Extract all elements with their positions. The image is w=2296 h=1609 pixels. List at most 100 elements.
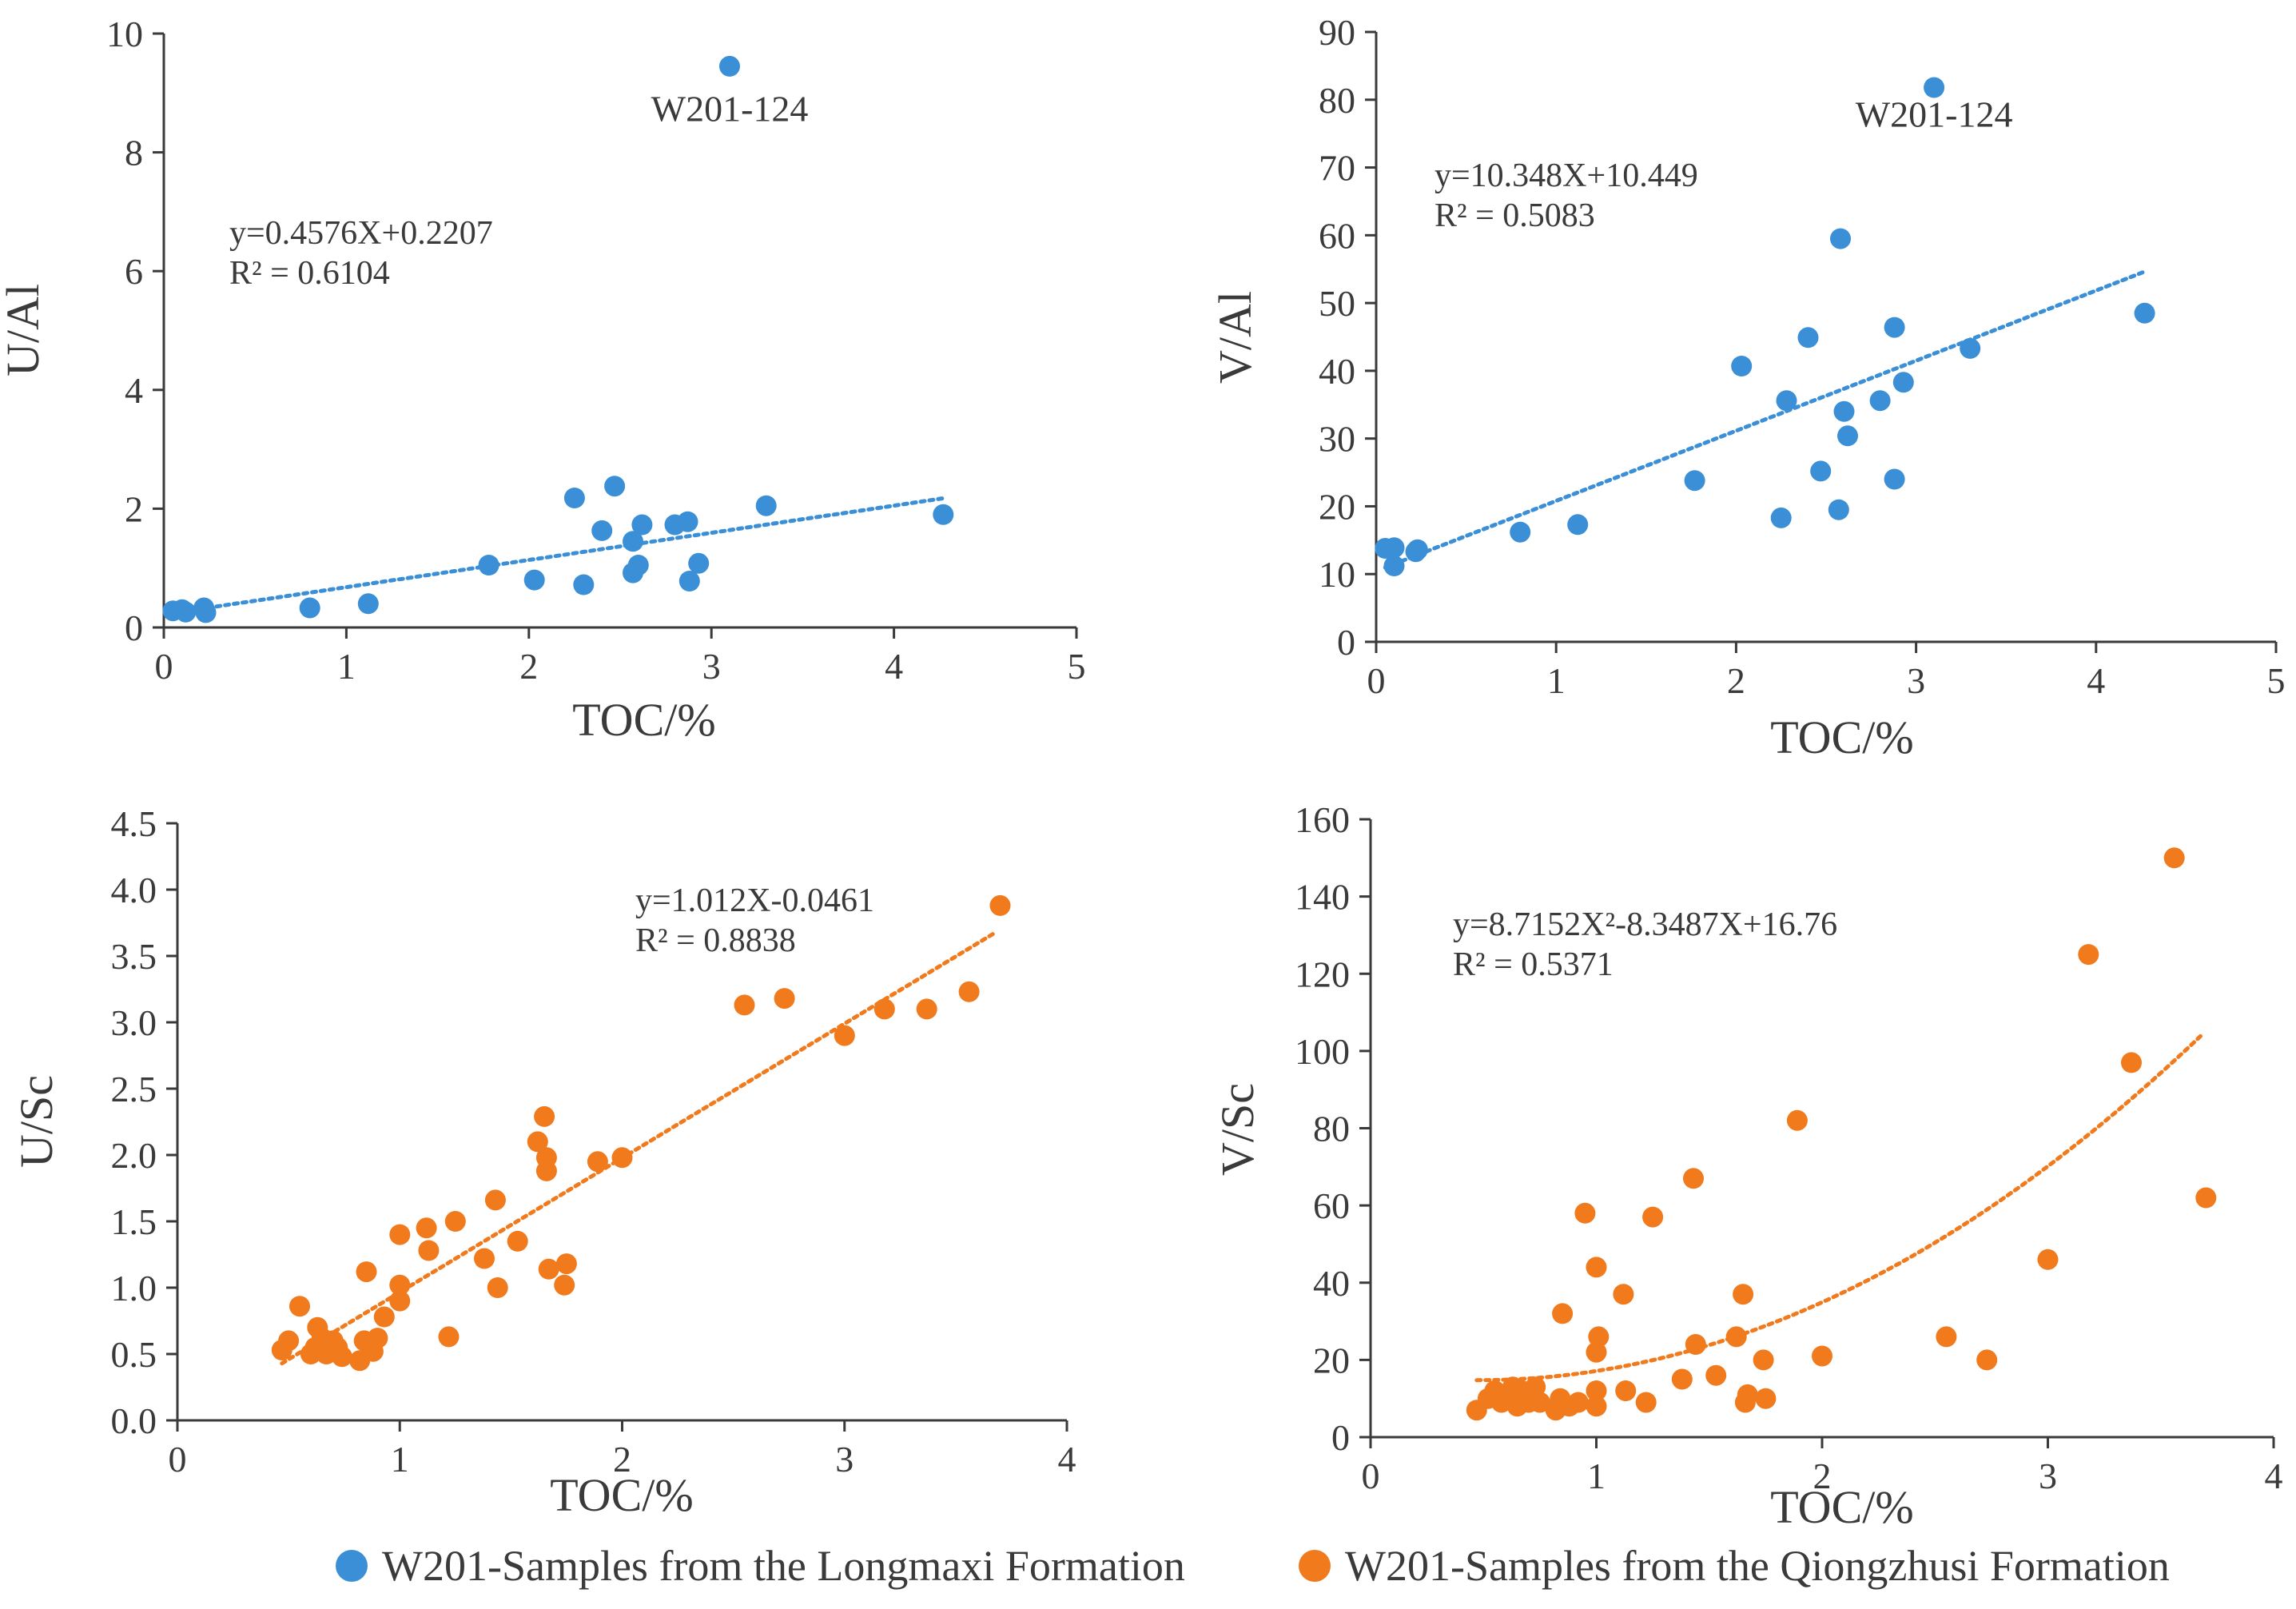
data-point [1642, 1206, 1664, 1228]
data-point [1705, 1364, 1727, 1386]
r-squared-label: R² = 0.5083 [1435, 197, 1595, 234]
legend-item-qiongzhusi: W201-Samples from the Qiongzhusi Formati… [1299, 1541, 2170, 1591]
y-tick-label: 100 [1295, 1031, 1350, 1072]
y-tick-label: 140 [1295, 877, 1350, 918]
x-tick-label: 4 [2265, 1456, 2283, 1496]
data-point [989, 894, 1011, 916]
data-point [1753, 1349, 1774, 1371]
data-point [289, 1296, 310, 1317]
y-tick-label: 0 [1337, 622, 1355, 663]
legend-label-qiongzhusi: W201-Samples from the Qiongzhusi Formati… [1345, 1542, 2170, 1590]
data-point [719, 55, 740, 77]
y-tick-label: 0 [1331, 1417, 1350, 1458]
data-point [1586, 1341, 1607, 1363]
regression-equation: y=1.012X-0.0461 [635, 882, 874, 919]
data-point [1635, 1392, 1657, 1413]
y-tick-label: 3.0 [111, 1002, 157, 1043]
y-tick-label: 80 [1313, 1109, 1350, 1149]
data-point [604, 476, 626, 497]
y-tick-label: 40 [1319, 351, 1355, 392]
data-point [1960, 337, 1981, 359]
data-point [1892, 372, 1914, 393]
x-axis-title: TOC/% [550, 1469, 693, 1521]
data-point [1671, 1368, 1693, 1390]
data-point [331, 1346, 352, 1368]
r-squared-label: R² = 0.8838 [635, 922, 796, 959]
x-axis-title: TOC/% [572, 694, 715, 746]
trend-line [1383, 269, 2147, 570]
data-point [1529, 1392, 1550, 1413]
x-tick-label: 2 [613, 1439, 631, 1480]
x-axis-title: TOC/% [1770, 711, 1913, 763]
data-point [438, 1326, 460, 1348]
data-point [563, 488, 585, 508]
y-tick-label: 20 [1313, 1340, 1350, 1380]
x-tick-label: 3 [702, 646, 721, 687]
data-point [195, 602, 217, 623]
data-point [1828, 499, 1849, 520]
x-tick-label: 5 [2267, 660, 2286, 701]
x-tick-label: 3 [1907, 660, 1925, 701]
chart-u-sc: 0.0 0.5 1.0 1.5 2.0 2.5 3.0 3.5 4.0 4.5 0 1 2 3 4 TOC/%… [10, 803, 1076, 1521]
data-point [2163, 847, 2185, 869]
y-tick-label: 6 [125, 251, 143, 292]
y-tick-label: 2 [125, 488, 143, 529]
y-tick-label: 10 [1319, 554, 1355, 595]
data-point [474, 1248, 495, 1269]
data-point [1797, 327, 1819, 348]
y-tick-label: 4.5 [111, 803, 157, 844]
data-point [1731, 356, 1753, 376]
data-point [554, 1274, 575, 1296]
data-point [1615, 1380, 1637, 1401]
x-axis-title: TOC/% [1770, 1481, 1913, 1533]
y-tick-label: 0.0 [111, 1400, 157, 1441]
x-tick-label: 2 [1727, 660, 1745, 701]
data-point [2037, 1249, 2059, 1270]
x-tick-label: 1 [1587, 1456, 1606, 1496]
data-point [507, 1230, 528, 1252]
data-point [538, 1258, 559, 1280]
data-point [916, 998, 937, 1020]
data-point [418, 1240, 440, 1261]
regression-equation: y=10.348X+10.449 [1435, 157, 1698, 194]
y-tick-label: 160 [1295, 799, 1350, 840]
y-axis-title: V/Al [1209, 291, 1261, 384]
data-point [535, 1147, 557, 1169]
y-axis-title: U/Al [0, 284, 49, 376]
data-point [627, 555, 649, 575]
outlier-annotation: W201-124 [1856, 94, 2013, 135]
x-tick-label: 0 [155, 646, 173, 687]
data-point [1755, 1388, 1777, 1409]
data-point [2121, 1052, 2142, 1073]
legend-label-longmaxi: W201-Samples from the Longmaxi Formation [382, 1542, 1185, 1590]
data-point [688, 552, 710, 574]
data-point [1884, 317, 1905, 338]
y-tick-label: 70 [1319, 148, 1355, 189]
y-tick-label: 2.0 [111, 1135, 157, 1176]
data-point [1383, 556, 1405, 576]
data-point [1976, 1349, 1998, 1371]
legend-item-longmaxi: W201-Samples from the Longmaxi Formation [336, 1541, 1185, 1591]
data-point [611, 1147, 633, 1169]
y-tick-label: 90 [1319, 12, 1355, 53]
x-tick-label: 0 [1362, 1456, 1380, 1496]
data-point [444, 1211, 466, 1232]
data-point [478, 555, 499, 575]
y-axis-title: U/Sc [10, 1075, 62, 1168]
data-point [1683, 1168, 1704, 1189]
data-point [1770, 507, 1792, 528]
data-point [1810, 460, 1832, 482]
data-point [1869, 390, 1891, 412]
y-tick-label: 0 [125, 607, 143, 648]
legend: W201-Samples from the Longmaxi Formation… [0, 1541, 2296, 1597]
x-tick-label: 4 [2087, 660, 2105, 701]
data-point [587, 1151, 608, 1173]
data-point [1786, 1109, 1808, 1131]
y-tick-label: 2.5 [111, 1069, 157, 1109]
data-point [1586, 1380, 1607, 1401]
data-point [2078, 944, 2099, 966]
y-tick-label: 80 [1319, 80, 1355, 121]
r-squared-label: R² = 0.6104 [229, 255, 390, 292]
data-point [175, 601, 197, 623]
